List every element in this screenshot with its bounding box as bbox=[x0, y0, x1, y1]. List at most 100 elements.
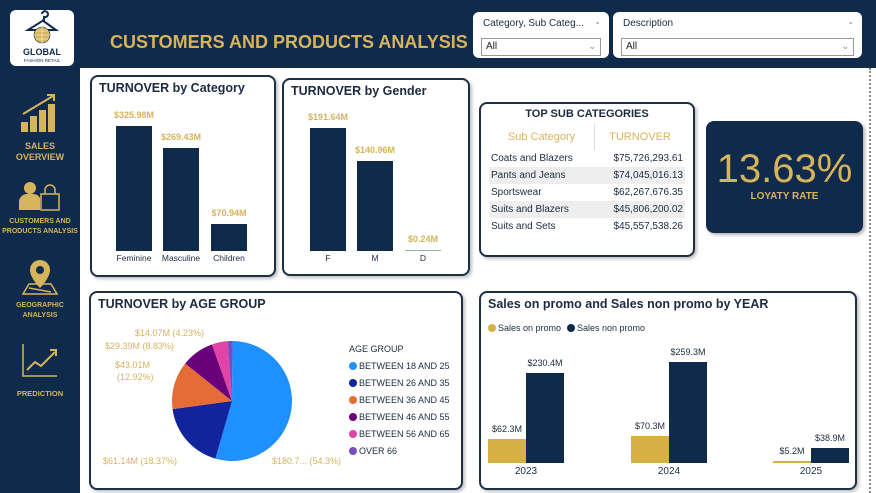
x-tick-label: 2024 bbox=[657, 466, 681, 477]
category-slicer-label: Category, Sub Categ... bbox=[483, 18, 584, 29]
chart-title: TURNOVER by Gender bbox=[291, 84, 427, 98]
bar bbox=[631, 435, 669, 463]
description-dropdown-value: All bbox=[626, 41, 638, 52]
pie-label: $43.01M bbox=[115, 360, 151, 370]
hanger-globe-icon bbox=[24, 10, 60, 44]
pie-label: $14.07M (4.23%) bbox=[135, 328, 205, 338]
data-label: $0.24M bbox=[407, 234, 439, 244]
scroll-edge bbox=[869, 68, 871, 493]
logo-subtext: FASHION RETAIL bbox=[23, 58, 61, 63]
loyalty-rate-label: LOYATY RATE bbox=[750, 191, 819, 202]
legend-label: Sales on promo bbox=[498, 323, 562, 333]
x-tick-label: 2025 bbox=[799, 466, 823, 477]
side-nav bbox=[0, 0, 80, 493]
x-tick-label: M bbox=[371, 253, 379, 263]
nav-geographic[interactable]: GEOGRAPHIC ANALYSIS bbox=[0, 258, 80, 321]
page-title: CUSTOMERS AND PRODUCTS ANALYSIS bbox=[110, 32, 468, 52]
nav-label: SALES OVERVIEW bbox=[15, 141, 65, 162]
sub-category-cell: Suits and Blazers bbox=[491, 204, 569, 215]
legend-item[interactable]: BETWEEN 26 AND 35 bbox=[349, 378, 450, 388]
chart-title: TURNOVER by Category bbox=[99, 81, 245, 95]
bar bbox=[163, 147, 199, 251]
table-row[interactable]: Suits and Sets $45,557,538.26 bbox=[489, 218, 685, 235]
legend-dot bbox=[349, 430, 357, 438]
chevron-down-icon[interactable]: ⌄ bbox=[847, 17, 854, 26]
table-row[interactable]: Pants and Jeans $74,045,016.13 bbox=[489, 167, 685, 184]
data-label: $70.3M bbox=[634, 420, 666, 431]
legend-label: BETWEEN 26 AND 35 bbox=[359, 378, 450, 388]
sub-category-cell: Sportswear bbox=[491, 187, 542, 198]
pie-slice[interactable] bbox=[172, 363, 232, 410]
legend-item[interactable]: Sales on promo bbox=[488, 323, 561, 333]
legend-dot bbox=[349, 413, 357, 421]
data-label: $38.9M bbox=[814, 432, 846, 443]
legend-item[interactable]: BETWEEN 46 AND 55 bbox=[349, 412, 450, 422]
table-row[interactable]: Coats and Blazers $75,726,293.61 bbox=[489, 150, 685, 167]
legend-item[interactable]: BETWEEN 18 AND 25 bbox=[349, 361, 450, 371]
turnover-cell: $62,267,676.35 bbox=[613, 187, 683, 198]
pie-slice[interactable] bbox=[172, 401, 232, 459]
pie-label: $180.7... (54.3%) bbox=[272, 456, 342, 466]
legend-title: AGE GROUP bbox=[349, 344, 404, 354]
turnover-by-gender-card: TURNOVER by Gender $191.64M F $140.96M M $0.… bbox=[282, 78, 470, 276]
legend-dot bbox=[349, 447, 357, 455]
customer-bag-icon bbox=[19, 182, 60, 211]
table-row[interactable]: Suits and Blazers $45,806,200.02 bbox=[489, 201, 685, 218]
bar bbox=[116, 126, 152, 251]
logo: GLOBAL FASHION RETAIL bbox=[10, 10, 74, 66]
data-label: $259.3M bbox=[670, 346, 706, 357]
pie-label: $61.14M (18.37%) bbox=[103, 456, 178, 466]
loyalty-rate-value: 13.63% bbox=[716, 147, 853, 191]
sub-category-table: Sub Category TURNOVER Coats and Blazers $… bbox=[489, 124, 685, 235]
header-turnover[interactable]: TURNOVER bbox=[609, 131, 671, 143]
header-sub-category[interactable]: Sub Category bbox=[489, 124, 595, 150]
chart-title: Sales on promo and Sales non promo by YE… bbox=[488, 297, 769, 311]
x-tick-label: D bbox=[419, 253, 427, 263]
bar bbox=[669, 361, 707, 463]
chevron-down-icon: ⌄ bbox=[841, 41, 849, 51]
chevron-down-icon[interactable]: ⌄ bbox=[594, 17, 601, 26]
turnover-cell: $74,045,016.13 bbox=[613, 170, 683, 181]
turnover-by-age-card: TURNOVER by AGE GROUP $14.07M (4.23%) $2… bbox=[89, 291, 463, 490]
legend-item[interactable]: OVER 66 bbox=[349, 446, 397, 456]
legend-label: OVER 66 bbox=[359, 446, 398, 456]
x-tick-label: F bbox=[325, 253, 331, 263]
bar bbox=[405, 250, 441, 251]
nav-prediction[interactable]: PREDICTION bbox=[0, 342, 80, 399]
legend-item[interactable]: BETWEEN 36 AND 45 bbox=[349, 395, 450, 405]
pie-slice[interactable] bbox=[215, 341, 292, 461]
category-dropdown[interactable]: All ⌄ bbox=[481, 38, 601, 56]
x-tick-label: 2023 bbox=[514, 466, 538, 477]
pie-slice[interactable] bbox=[185, 344, 232, 401]
bar bbox=[526, 373, 564, 463]
pie-slice[interactable] bbox=[211, 341, 232, 401]
turnover-cell: $75,726,293.61 bbox=[613, 153, 683, 164]
category-slicer[interactable]: Category, Sub Categ... ⌄ All ⌄ bbox=[473, 12, 609, 58]
sub-category-cell: Coats and Blazers bbox=[491, 153, 573, 164]
nav-customers-products[interactable]: CUSTOMERS AND PRODUCTS ANALYSIS bbox=[0, 180, 80, 237]
data-label: $70.94M bbox=[211, 207, 247, 218]
data-label: $269.43M bbox=[160, 131, 202, 142]
data-label: $191.64M bbox=[307, 112, 349, 122]
line-trend-icon bbox=[22, 344, 57, 377]
bar bbox=[811, 447, 849, 463]
legend-item[interactable]: BETWEEN 56 AND 65 bbox=[349, 429, 450, 439]
top-sub-categories-card: TOP SUB CATEGORIES Sub Category TURNOVER… bbox=[479, 102, 695, 257]
legend-label: BETWEEN 56 AND 65 bbox=[359, 429, 450, 439]
table-row[interactable]: Sportswear $62,267,676.35 bbox=[489, 184, 685, 201]
legend-label: BETWEEN 36 AND 45 bbox=[359, 395, 450, 405]
nav-label: PREDICTION bbox=[16, 389, 64, 398]
pie-label: (12.92%) bbox=[117, 372, 154, 382]
nav-sales-overview[interactable]: SALES OVERVIEW bbox=[0, 92, 80, 163]
description-dropdown[interactable]: All ⌄ bbox=[621, 38, 854, 56]
legend-label: Sales non promo bbox=[577, 323, 646, 333]
map-pin-icon bbox=[21, 260, 59, 295]
legend-item[interactable]: Sales non promo bbox=[567, 323, 645, 333]
logo-text: GLOBAL bbox=[23, 47, 61, 57]
sales-promo-card: Sales on promo and Sales non promo by YE… bbox=[479, 291, 857, 490]
description-slicer[interactable]: Description ⌄ All ⌄ bbox=[613, 12, 862, 58]
bar bbox=[488, 438, 526, 463]
turnover-by-category-card: TURNOVER by Category $325.98M Feminine $26… bbox=[90, 75, 276, 277]
loyalty-rate-card: 13.63% LOYATY RATE bbox=[706, 121, 863, 233]
pie-slice[interactable] bbox=[227, 341, 233, 401]
